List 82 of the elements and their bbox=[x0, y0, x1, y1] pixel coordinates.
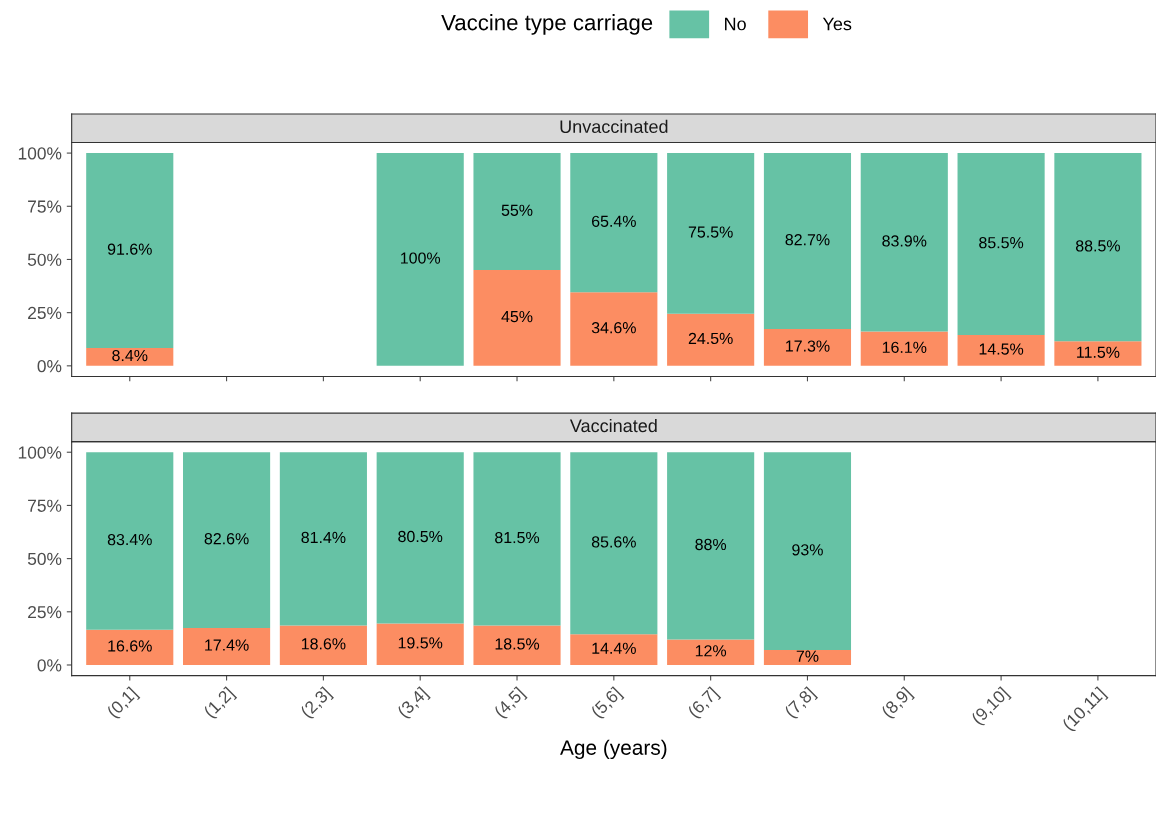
data-label: 18.5% bbox=[495, 638, 540, 650]
data-label: 91.6% bbox=[107, 243, 152, 255]
y-tick-label: 50% bbox=[27, 253, 62, 266]
bar bbox=[473, 625, 561, 665]
bar bbox=[86, 452, 174, 630]
y-tick-label: 50% bbox=[27, 552, 62, 566]
x-axis-title: Age (years) bbox=[560, 739, 667, 760]
y-tick-label: 25% bbox=[28, 605, 62, 619]
bar bbox=[763, 452, 852, 651]
bar bbox=[570, 634, 658, 665]
bar bbox=[183, 452, 271, 628]
data-label: 81.5% bbox=[495, 531, 540, 544]
data-label: 7% bbox=[796, 650, 819, 662]
bar bbox=[957, 153, 1045, 335]
bar bbox=[376, 623, 464, 665]
data-label: 24.5% bbox=[688, 332, 733, 345]
bar bbox=[763, 650, 852, 665]
data-label: 14.5% bbox=[979, 343, 1024, 355]
bar bbox=[860, 153, 948, 332]
bar bbox=[473, 452, 561, 626]
bar bbox=[957, 334, 1045, 366]
bar bbox=[570, 153, 658, 293]
bar bbox=[667, 452, 755, 640]
data-label: 85.6% bbox=[591, 536, 636, 548]
bar bbox=[376, 153, 464, 366]
data-label: 17.3% bbox=[786, 340, 830, 352]
bar bbox=[376, 452, 464, 624]
bar bbox=[473, 270, 561, 366]
bar bbox=[86, 629, 174, 665]
bar bbox=[570, 452, 658, 635]
bar bbox=[667, 153, 755, 314]
data-label: 83.9% bbox=[882, 235, 927, 247]
data-label: 8.4% bbox=[112, 349, 148, 362]
bar bbox=[570, 292, 658, 366]
bar bbox=[279, 452, 367, 626]
bar bbox=[1054, 153, 1142, 342]
legend-label: Yes bbox=[822, 17, 852, 31]
bar bbox=[763, 329, 852, 366]
data-label: 88.5% bbox=[1075, 240, 1120, 252]
data-label: 19.5% bbox=[398, 637, 443, 649]
data-label: 83.4% bbox=[107, 533, 152, 546]
bar bbox=[860, 331, 948, 366]
data-label: 82.6% bbox=[204, 533, 249, 545]
legend-title: Vaccine type carriage bbox=[441, 14, 653, 35]
data-label: 93% bbox=[792, 544, 823, 556]
data-label: 18.6% bbox=[301, 638, 346, 650]
bar bbox=[86, 153, 174, 348]
y-tick-label: 25% bbox=[28, 306, 62, 320]
bar bbox=[1054, 341, 1142, 366]
y-tick-label: 100% bbox=[18, 147, 62, 160]
data-label: 14.4% bbox=[592, 642, 636, 654]
y-tick-label: 75% bbox=[28, 200, 62, 213]
data-label: 34.6% bbox=[591, 322, 636, 334]
y-tick-label: 0% bbox=[37, 659, 62, 672]
data-label: 12% bbox=[695, 645, 727, 657]
data-label: 100% bbox=[401, 252, 441, 264]
data-label: 17.4% bbox=[205, 639, 249, 651]
bar bbox=[667, 639, 755, 665]
data-label: 45% bbox=[501, 311, 533, 323]
data-label: 88% bbox=[695, 538, 727, 551]
bar bbox=[473, 153, 561, 271]
chart-title: Vaccinated bbox=[569, 418, 657, 433]
y-tick-label: 100% bbox=[18, 446, 62, 459]
bar bbox=[183, 627, 271, 665]
data-label: 65.4% bbox=[592, 215, 636, 227]
data-label: 80.5% bbox=[398, 530, 443, 543]
y-tick-label: 0% bbox=[37, 360, 62, 373]
bar bbox=[279, 625, 367, 665]
data-label: 11.5% bbox=[1077, 346, 1120, 358]
bar bbox=[763, 153, 852, 330]
data-label: 16.1% bbox=[882, 341, 927, 353]
data-label: 75.5% bbox=[688, 226, 733, 238]
legend-label: No bbox=[725, 17, 746, 31]
data-label: 16.6% bbox=[108, 640, 152, 652]
bar bbox=[86, 347, 174, 366]
data-label: 81.4% bbox=[301, 531, 346, 544]
chart-title: Unvaccinated bbox=[560, 119, 668, 134]
data-label: 82.7% bbox=[785, 234, 830, 246]
bar bbox=[667, 313, 755, 366]
data-label: 85.5% bbox=[979, 237, 1024, 249]
data-label: 55% bbox=[501, 204, 533, 216]
y-tick-label: 75% bbox=[28, 499, 62, 512]
